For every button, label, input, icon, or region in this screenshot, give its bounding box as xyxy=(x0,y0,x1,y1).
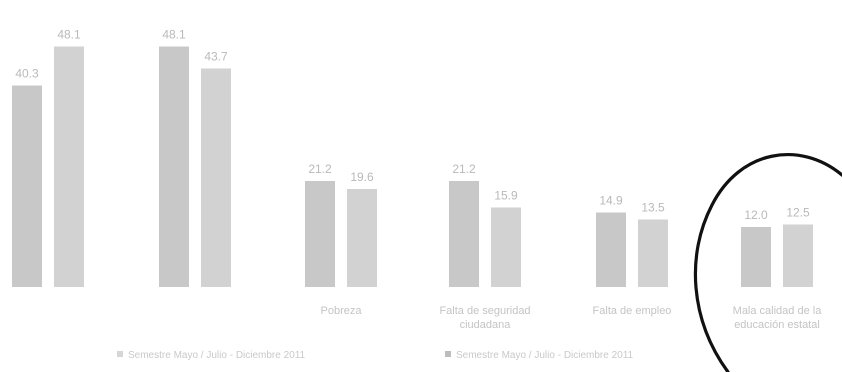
legend-label-series-2: Semestre Mayo / Julio - Diciembre 2011 xyxy=(456,350,634,361)
value-label-s1-c3: 21.2 xyxy=(308,162,332,176)
value-label-s2-c1: 48.1 xyxy=(57,28,81,42)
bar-s1-c6 xyxy=(741,227,771,287)
value-label-s1-c1: 40.3 xyxy=(15,67,39,81)
bar-s2-c6 xyxy=(783,224,813,287)
legend: Semestre Mayo / Julio - Diciembre 2011 S… xyxy=(117,350,634,361)
bar-s2-c1 xyxy=(54,46,84,287)
category-label-3-line-1: Pobreza xyxy=(321,305,363,317)
value-label-s2-c3: 19.6 xyxy=(350,170,374,184)
bar-s2-c4 xyxy=(491,207,521,287)
category-label-6-line-1: Mala calidad de la xyxy=(733,305,823,317)
value-label-s2-c2: 43.7 xyxy=(204,50,228,64)
legend-label-series-1: Semestre Mayo / Julio - Diciembre 2011 xyxy=(128,350,306,361)
category-label-4-line-1: Falta de seguridad xyxy=(439,305,530,317)
bar-s1-c4 xyxy=(449,181,479,287)
legend-swatch-series-2 xyxy=(445,351,451,357)
value-label-s1-c5: 14.9 xyxy=(599,194,623,208)
category-label-5-line-1: Falta de empleo xyxy=(593,305,672,317)
category-label-6-line-2: educación estatal xyxy=(734,319,820,331)
value-label-s2-c4: 15.9 xyxy=(494,189,518,203)
bar-s1-c5 xyxy=(596,212,626,287)
bar-s1-c1 xyxy=(12,85,42,287)
bar-s1-c3 xyxy=(305,181,335,287)
bar-s2-c5 xyxy=(638,219,668,287)
legend-swatch-series-1 xyxy=(117,351,123,357)
value-label-s2-c5: 13.5 xyxy=(641,201,665,215)
value-label-s1-c4: 21.2 xyxy=(452,162,476,176)
category-label-group: Pobreza Falta de seguridad ciudadana Falta … xyxy=(321,305,823,331)
bar-s2-c2 xyxy=(201,68,231,287)
bar-s1-c2 xyxy=(159,46,189,287)
bar-group xyxy=(12,46,813,287)
bar-s2-c3 xyxy=(347,189,377,287)
category-label-4-line-2: ciudadana xyxy=(460,319,512,331)
value-label-s1-c6: 12.0 xyxy=(744,208,768,222)
value-label-s2-c6: 12.5 xyxy=(786,206,810,220)
annotation-circle xyxy=(693,153,842,372)
value-label-s1-c2: 48.1 xyxy=(162,28,186,42)
value-label-group: 40.3 48.1 48.1 43.7 21.2 19.6 21.2 15.9 14.9 13.5… xyxy=(15,28,810,223)
